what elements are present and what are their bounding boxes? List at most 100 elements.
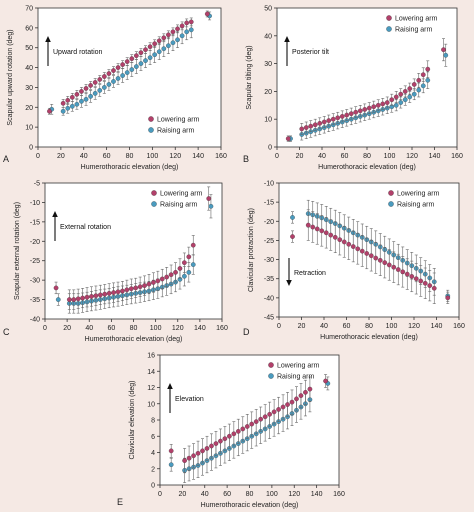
- series-lowering: [47, 10, 210, 115]
- data-point: [120, 288, 125, 294]
- data-point: [312, 122, 318, 128]
- x-tick-label: 20: [178, 491, 186, 498]
- data-point: [231, 431, 237, 437]
- legend: Lowering arm Raising arm: [386, 15, 438, 34]
- data-point: [179, 23, 185, 29]
- x-tick-label: 80: [365, 323, 373, 330]
- data-point: [371, 104, 377, 110]
- data-point: [249, 421, 255, 427]
- data-point: [89, 294, 94, 299]
- data-point: [97, 88, 103, 93]
- x-tick-label: 100: [384, 153, 396, 160]
- x-tick-label: 80: [130, 325, 138, 332]
- y-tick-label: -35: [264, 276, 274, 283]
- y-tick-label: 10: [264, 117, 272, 124]
- y-tick-label: 20: [25, 105, 33, 112]
- data-point: [310, 224, 316, 230]
- data-point: [240, 426, 246, 432]
- data-point: [106, 71, 112, 76]
- series-lowering: [168, 374, 328, 474]
- x-tick-label: 120: [169, 153, 181, 160]
- x-axis-label: Humerothoracic elevation (deg): [320, 334, 418, 341]
- x-tick-label: 160: [215, 153, 227, 160]
- data-point: [271, 409, 277, 415]
- y-tick-label: 30: [25, 85, 33, 92]
- data-point: [222, 436, 228, 442]
- data-point: [186, 455, 192, 461]
- data-point: [402, 89, 408, 94]
- y-tick-label: 8: [151, 418, 155, 425]
- x-tick-label: 0: [43, 325, 47, 332]
- data-point: [74, 92, 80, 97]
- legend-label: Lowering arm: [160, 191, 203, 198]
- series-lowering: [53, 186, 212, 310]
- data-point: [344, 112, 350, 118]
- y-tick-label: -40: [264, 295, 274, 302]
- y-tick-label: 12: [147, 385, 155, 392]
- data-point: [146, 281, 152, 287]
- x-tick-label: 80: [363, 153, 371, 160]
- data-point: [151, 280, 156, 285]
- data-point: [335, 115, 341, 121]
- legend-label: Raising arm: [157, 128, 195, 135]
- panel-letter: B: [243, 154, 249, 164]
- y-tick-label: 10: [25, 125, 33, 132]
- data-point: [182, 260, 187, 266]
- y-tick-label: -45: [264, 315, 274, 322]
- y-tick-label: 10: [147, 401, 155, 408]
- data-point: [175, 26, 180, 32]
- data-point: [285, 402, 290, 407]
- y-tick-label: 6: [151, 434, 155, 441]
- legend-marker: [148, 116, 154, 122]
- data-point: [208, 203, 214, 209]
- x-tick-label: 60: [343, 323, 351, 330]
- data-point: [305, 222, 311, 228]
- data-point: [97, 292, 103, 298]
- data-point: [420, 72, 426, 78]
- x-tick-label: 20: [63, 325, 71, 332]
- plot-area: [44, 182, 223, 320]
- panel-c: 0 20 40 60 80 100 120 140 160 -40 -35 -30 -25 -20 -15 -…: [3, 181, 228, 344]
- x-tick-label: 120: [172, 325, 184, 332]
- y-tick-label: -25: [264, 238, 274, 245]
- x-tick-label: 140: [431, 323, 443, 330]
- data-point: [206, 196, 212, 201]
- data-point: [106, 82, 112, 87]
- legend: Lowering arm Raising arm: [388, 190, 440, 209]
- data-point: [97, 77, 103, 82]
- data-point: [425, 66, 431, 72]
- data-point: [134, 64, 139, 69]
- y-tick-label: -30: [30, 278, 40, 285]
- series-lowering: [290, 209, 451, 304]
- data-point: [142, 283, 147, 288]
- y-tick-label: 2: [151, 466, 155, 473]
- data-point: [209, 443, 214, 449]
- annotation-label: Posterior tilt: [292, 49, 329, 56]
- data-point: [276, 407, 281, 412]
- x-tick-label: 140: [311, 491, 323, 498]
- panel-letter: C: [3, 327, 10, 337]
- data-point: [253, 419, 259, 424]
- data-point: [332, 235, 338, 240]
- data-point: [184, 20, 190, 26]
- y-tick-label: -10: [30, 200, 40, 207]
- data-point: [186, 254, 192, 260]
- y-tick-label: 40: [25, 65, 33, 72]
- data-point: [147, 44, 153, 50]
- data-point: [156, 49, 162, 55]
- data-point: [182, 458, 187, 463]
- data-point: [88, 83, 93, 88]
- data-point: [382, 260, 388, 265]
- data-point: [120, 73, 125, 78]
- data-point: [308, 123, 314, 129]
- data-point: [267, 411, 272, 417]
- y-tick-label: 16: [147, 353, 155, 360]
- data-point: [285, 136, 291, 142]
- data-point: [398, 91, 404, 97]
- data-point: [411, 91, 417, 97]
- data-point: [92, 91, 98, 96]
- data-point: [115, 289, 121, 295]
- data-point: [384, 100, 390, 105]
- x-tick-label: 160: [333, 491, 345, 498]
